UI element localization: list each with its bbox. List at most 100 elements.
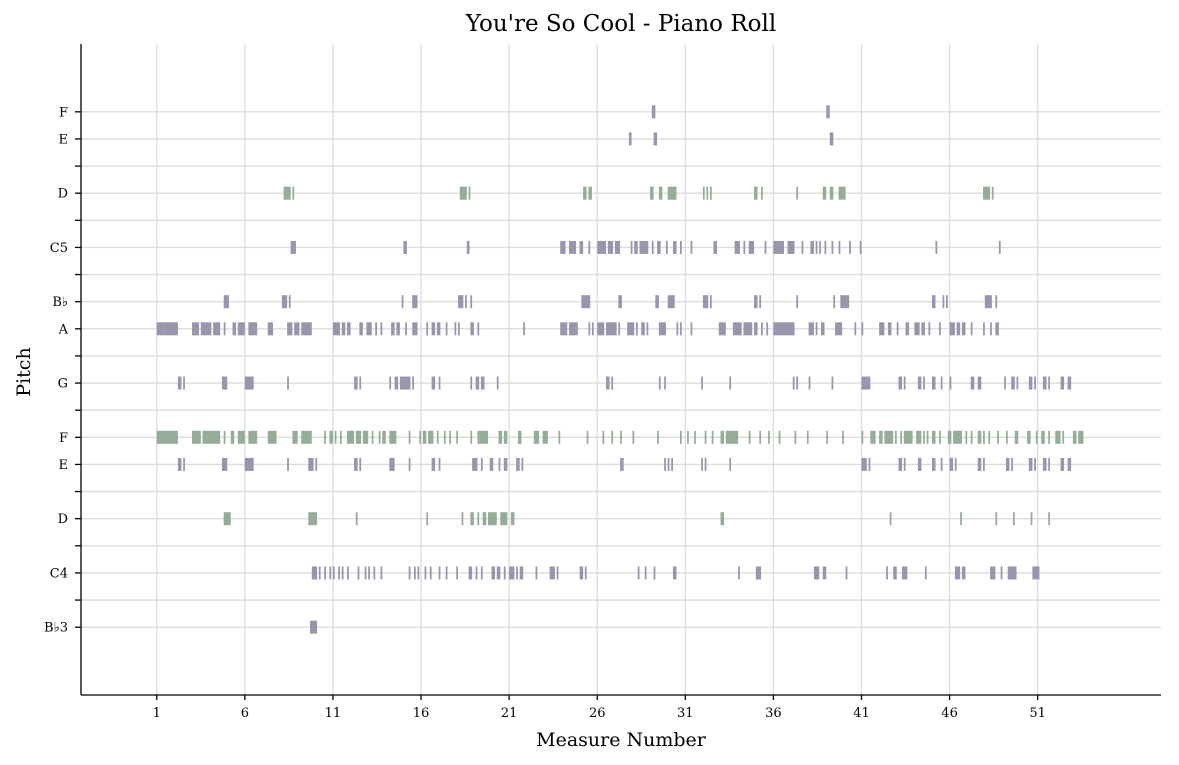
note-bar — [759, 430, 762, 444]
note-bar — [977, 457, 982, 471]
note-bar — [1011, 376, 1015, 390]
note-bar — [445, 322, 448, 336]
note-bar — [755, 566, 762, 580]
note-bar — [359, 457, 362, 471]
note-bar — [560, 322, 568, 336]
note-bar — [503, 430, 508, 444]
note-bar — [931, 430, 936, 444]
note-bar — [822, 186, 827, 200]
note-bar — [445, 566, 448, 580]
note-bar — [995, 322, 999, 336]
note-bar — [931, 376, 936, 390]
y-tick-label: E — [59, 458, 69, 473]
note-bar — [940, 457, 943, 471]
note-bar — [1014, 430, 1019, 444]
note-bar — [905, 322, 910, 336]
note-bar — [389, 430, 397, 444]
note-bar — [949, 322, 955, 336]
note-bar — [221, 376, 228, 390]
note-bar — [458, 322, 460, 336]
note-bar — [1067, 457, 1072, 471]
note-bar — [713, 240, 718, 254]
note-bar — [368, 566, 370, 580]
note-bar — [438, 566, 441, 580]
note-bar — [984, 295, 992, 309]
note-bar — [301, 430, 312, 444]
note-bar — [480, 376, 485, 390]
note-bar — [373, 566, 376, 580]
note-bar — [359, 322, 363, 336]
note-bar — [702, 295, 709, 309]
note-bar — [829, 186, 834, 200]
note-bar — [664, 457, 666, 471]
note-bar — [690, 240, 693, 254]
note-bar — [1005, 457, 1010, 471]
note-bar — [482, 512, 487, 526]
note-bar — [503, 566, 506, 580]
grid-lines — [81, 44, 1161, 695]
note-bar — [461, 512, 464, 526]
y-tick-label: C5 — [50, 241, 68, 256]
note-bar — [990, 322, 992, 336]
note-bar — [248, 430, 258, 444]
note-bar — [870, 430, 876, 444]
note-bar — [644, 566, 647, 580]
note-bar — [465, 295, 467, 309]
note-bar — [923, 430, 925, 444]
note-bar — [611, 430, 614, 444]
x-tick-label: 21 — [501, 706, 518, 721]
note-bar — [667, 186, 677, 200]
note-bar — [496, 566, 501, 580]
note-bar — [1072, 430, 1077, 444]
note-bar — [694, 430, 696, 444]
note-bar — [1035, 430, 1038, 444]
note-bar — [443, 430, 446, 444]
note-bar — [983, 457, 985, 471]
note-bar — [977, 430, 982, 444]
note-bar — [163, 322, 178, 336]
note-bar — [401, 295, 404, 309]
note-bar — [704, 430, 707, 444]
note-bar — [1030, 512, 1033, 526]
note-bar — [191, 322, 200, 336]
note-bar — [970, 376, 975, 390]
note-bar — [396, 322, 400, 336]
note-bar — [1005, 430, 1008, 444]
note-bar — [200, 322, 212, 336]
note-bar — [635, 322, 638, 336]
x-tick-label: 26 — [589, 706, 606, 721]
x-tick-label: 11 — [325, 706, 342, 721]
note-bar — [417, 566, 420, 580]
note-bar — [362, 430, 369, 444]
note-bar — [329, 430, 333, 444]
note-bar — [470, 430, 473, 444]
y-tick-label: F — [59, 105, 68, 120]
note-bar — [364, 566, 367, 580]
note-bar — [283, 186, 291, 200]
note-bar — [954, 457, 957, 471]
note-bar — [701, 376, 703, 390]
note-bar — [898, 376, 903, 390]
note-bar — [903, 457, 906, 471]
note-bar — [1067, 376, 1072, 390]
note-bar — [704, 457, 707, 471]
note-bar — [371, 430, 374, 444]
note-bar — [676, 322, 679, 336]
note-bar — [1028, 457, 1033, 471]
note-bar — [292, 430, 298, 444]
note-bar — [917, 457, 922, 471]
note-bar — [510, 512, 515, 526]
y-tick-label: B♭ — [52, 295, 68, 310]
note-bar — [879, 322, 885, 336]
note-bar — [1042, 457, 1047, 471]
note-bar — [408, 457, 411, 471]
note-bar — [288, 295, 291, 309]
note-bar — [332, 566, 335, 580]
note-bar — [412, 295, 418, 309]
note-bar — [517, 430, 522, 444]
note-bar — [426, 512, 429, 526]
note-bar — [542, 430, 548, 444]
note-bar — [470, 376, 473, 390]
note-bar — [819, 240, 821, 254]
note-bar — [824, 240, 827, 254]
